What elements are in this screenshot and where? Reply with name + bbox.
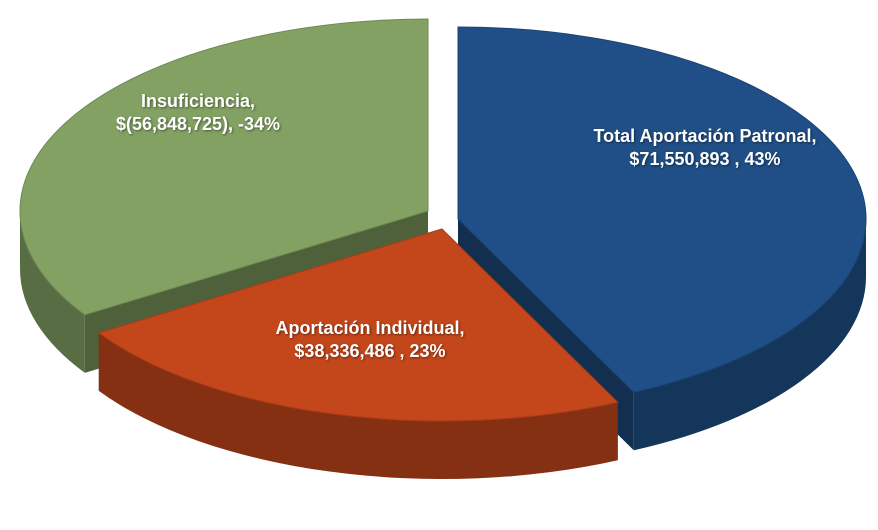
slice-side — [633, 219, 866, 451]
slice — [97, 228, 619, 422]
slice-label: Insuficiencia, $(56,848,725), -34% — [63, 90, 333, 136]
slice — [19, 18, 429, 316]
category-label: Total Aportación Patronal, — [593, 126, 817, 146]
value-label: $38,336,486 , 23% — [294, 341, 446, 361]
slice-side — [98, 332, 618, 479]
category-label: Aportación Individual, — [275, 318, 465, 338]
value-label: $71,550,893 , 43% — [629, 149, 781, 169]
slice-side — [20, 211, 85, 373]
category-label: Insuficiencia, — [140, 91, 256, 111]
slice-label: Aportación Individual, $38,336,486 , 23% — [255, 317, 485, 363]
value-label: $(56,848,725), -34% — [115, 114, 281, 134]
slice — [457, 26, 867, 393]
slice-label: Total Aportación Patronal, $71,550,893 , … — [580, 125, 830, 171]
